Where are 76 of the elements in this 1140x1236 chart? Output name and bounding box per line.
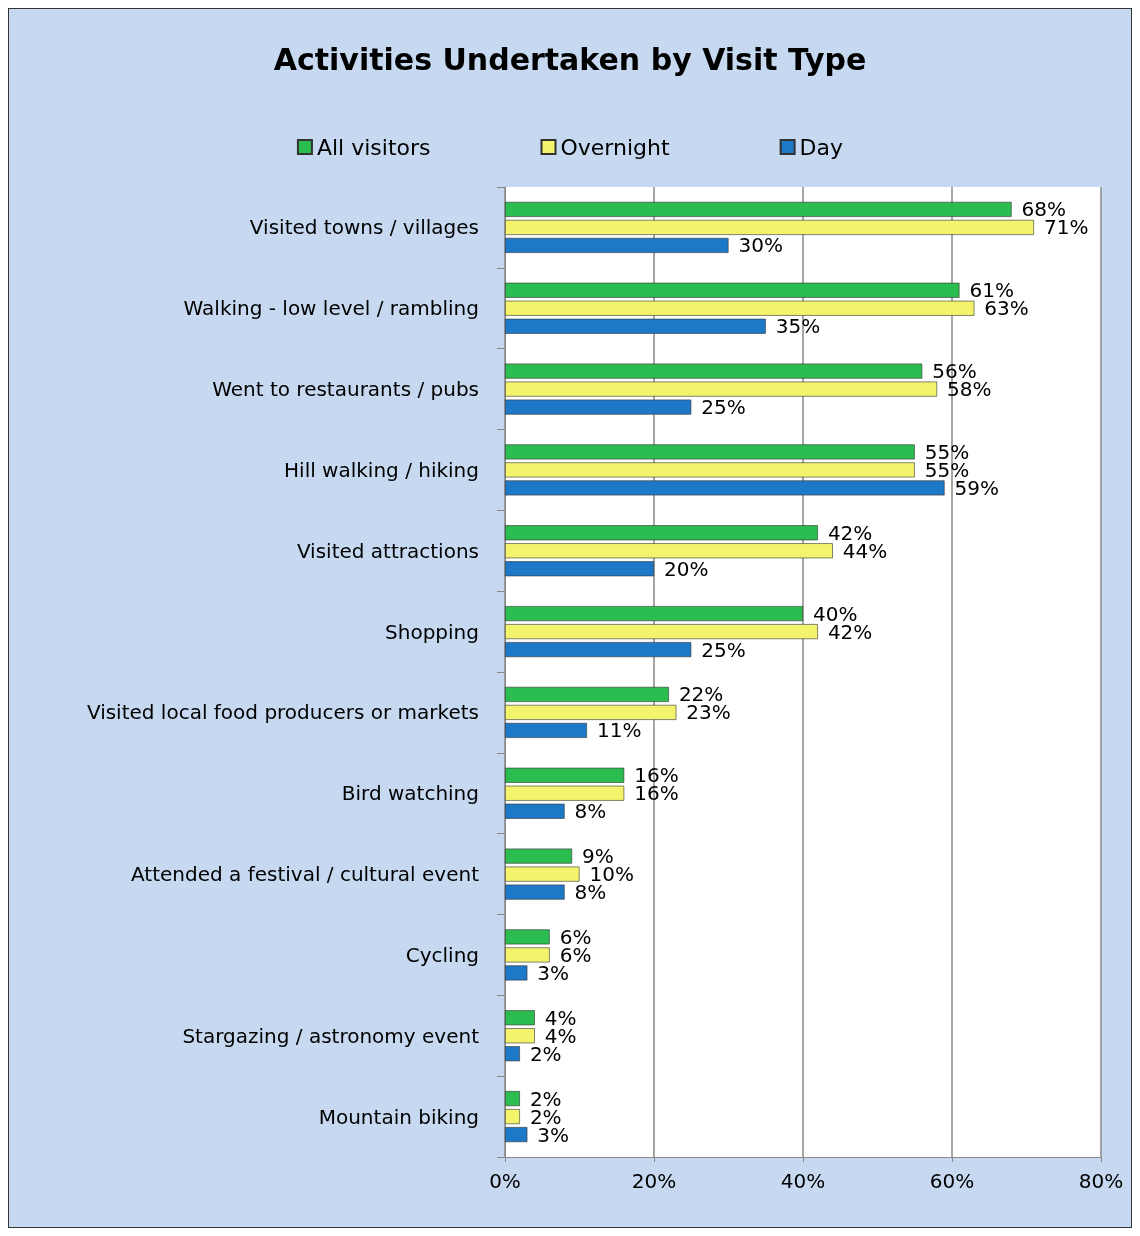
- bar: [505, 237, 729, 253]
- data-label: 71%: [1043, 215, 1089, 240]
- data-label: 40%: [813, 601, 858, 626]
- data-label: 55%: [924, 439, 970, 464]
- bar: [505, 884, 565, 900]
- bar: [505, 1010, 535, 1026]
- data-label: 25%: [701, 637, 746, 662]
- data-label: 8%: [574, 799, 607, 824]
- y-tick-label: Visited attractions: [296, 538, 479, 563]
- legend-label: All visitors: [316, 134, 431, 160]
- data-label: 25%: [701, 395, 746, 420]
- x-tick-label: 20%: [631, 1169, 677, 1193]
- bar: [505, 642, 692, 658]
- y-tick-label: Cycling: [405, 942, 479, 967]
- bar: [505, 525, 818, 541]
- bar: [505, 704, 677, 720]
- bar: [505, 785, 625, 801]
- x-tick-label: 0%: [489, 1169, 521, 1193]
- data-label: 30%: [738, 233, 783, 258]
- bar: [505, 722, 587, 738]
- bar: [505, 1127, 528, 1143]
- bar: [505, 444, 915, 460]
- data-label: 11%: [596, 718, 642, 743]
- bar: [505, 624, 818, 640]
- data-label: 16%: [634, 781, 679, 806]
- bar: [505, 606, 803, 622]
- y-tick-label: Visited towns / villages: [249, 215, 479, 240]
- bar: [505, 947, 550, 963]
- data-label: 4%: [544, 1005, 577, 1030]
- bar: [505, 282, 960, 298]
- bar: [505, 381, 938, 397]
- y-tick-label: Bird watching: [341, 781, 479, 806]
- data-label: 8%: [574, 880, 607, 905]
- data-label: 42%: [827, 520, 873, 545]
- bar: [505, 480, 945, 496]
- y-tick-label: Attended a festival / cultural event: [130, 862, 480, 887]
- bar: [505, 965, 528, 981]
- bar: [505, 767, 625, 783]
- data-label: 2%: [529, 1086, 562, 1111]
- y-tick-label: Stargazing / astronomy event: [182, 1023, 480, 1048]
- bar: [505, 1109, 520, 1125]
- bar: [505, 686, 669, 702]
- bar: [505, 561, 654, 577]
- y-tick-label: Shopping: [385, 619, 479, 644]
- bar: [505, 929, 550, 945]
- y-tick-label: Went to restaurants / pubs: [212, 377, 479, 402]
- data-label: 20%: [664, 556, 709, 581]
- x-tick-label: 60%: [929, 1169, 975, 1193]
- bar: [505, 866, 580, 882]
- data-label: 58%: [947, 377, 992, 402]
- y-tick-label: Mountain biking: [318, 1104, 479, 1129]
- bar: [505, 1091, 520, 1107]
- y-tick-label: Visited local food producers or markets: [86, 700, 479, 725]
- data-label: 35%: [775, 314, 821, 339]
- chart-title: Activities Undertaken by Visit Type: [273, 41, 867, 77]
- legend-label: Day: [799, 134, 844, 160]
- bar: [505, 300, 975, 316]
- bar: [505, 1046, 520, 1062]
- bar: [505, 543, 833, 559]
- x-tick-label: 40%: [780, 1169, 826, 1193]
- bar: [505, 848, 573, 864]
- bar: [505, 399, 692, 415]
- x-tick-label: 80%: [1078, 1169, 1124, 1193]
- data-label: 23%: [686, 700, 731, 725]
- y-tick-label: Walking - low level / rambling: [183, 296, 479, 321]
- bar: [505, 462, 915, 478]
- bar: [505, 363, 923, 379]
- bar: [505, 803, 565, 819]
- data-label: 6%: [559, 924, 592, 949]
- bar: [505, 219, 1034, 235]
- legend-label: Overnight: [560, 134, 670, 160]
- bar: [505, 201, 1012, 217]
- y-tick-label: Hill walking / hiking: [284, 457, 479, 482]
- bar: [505, 318, 766, 334]
- bar: [505, 1028, 535, 1044]
- data-label: 63%: [984, 296, 1029, 321]
